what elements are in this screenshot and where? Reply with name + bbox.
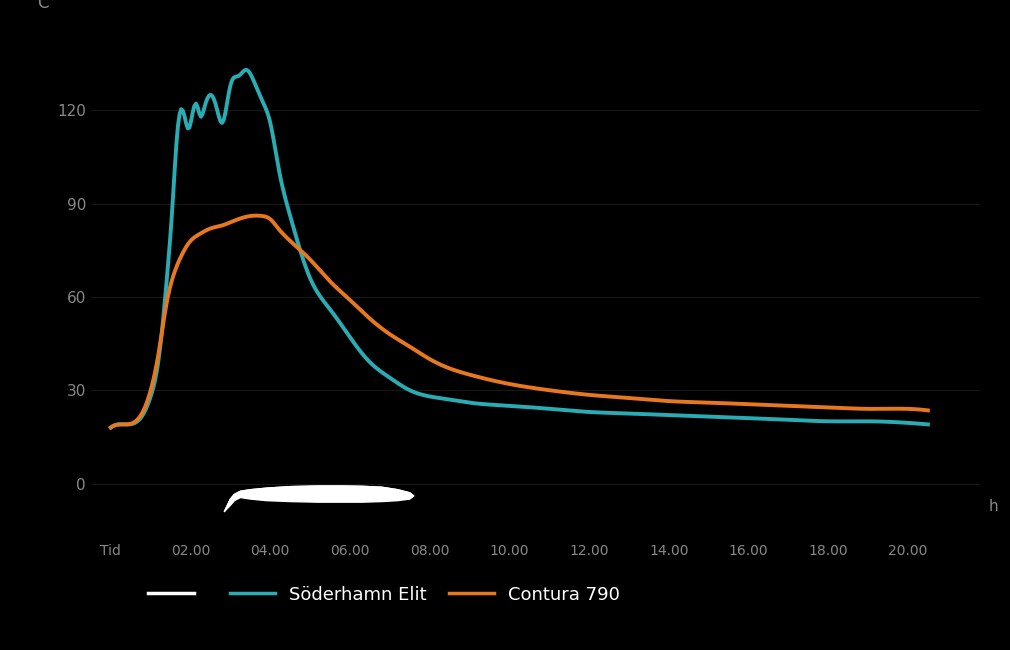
Polygon shape xyxy=(224,486,414,512)
Text: h: h xyxy=(989,499,998,514)
Legend: , Söderhamn Elit, Contura 790: , Söderhamn Elit, Contura 790 xyxy=(141,578,627,612)
Text: C°: C° xyxy=(37,0,58,12)
